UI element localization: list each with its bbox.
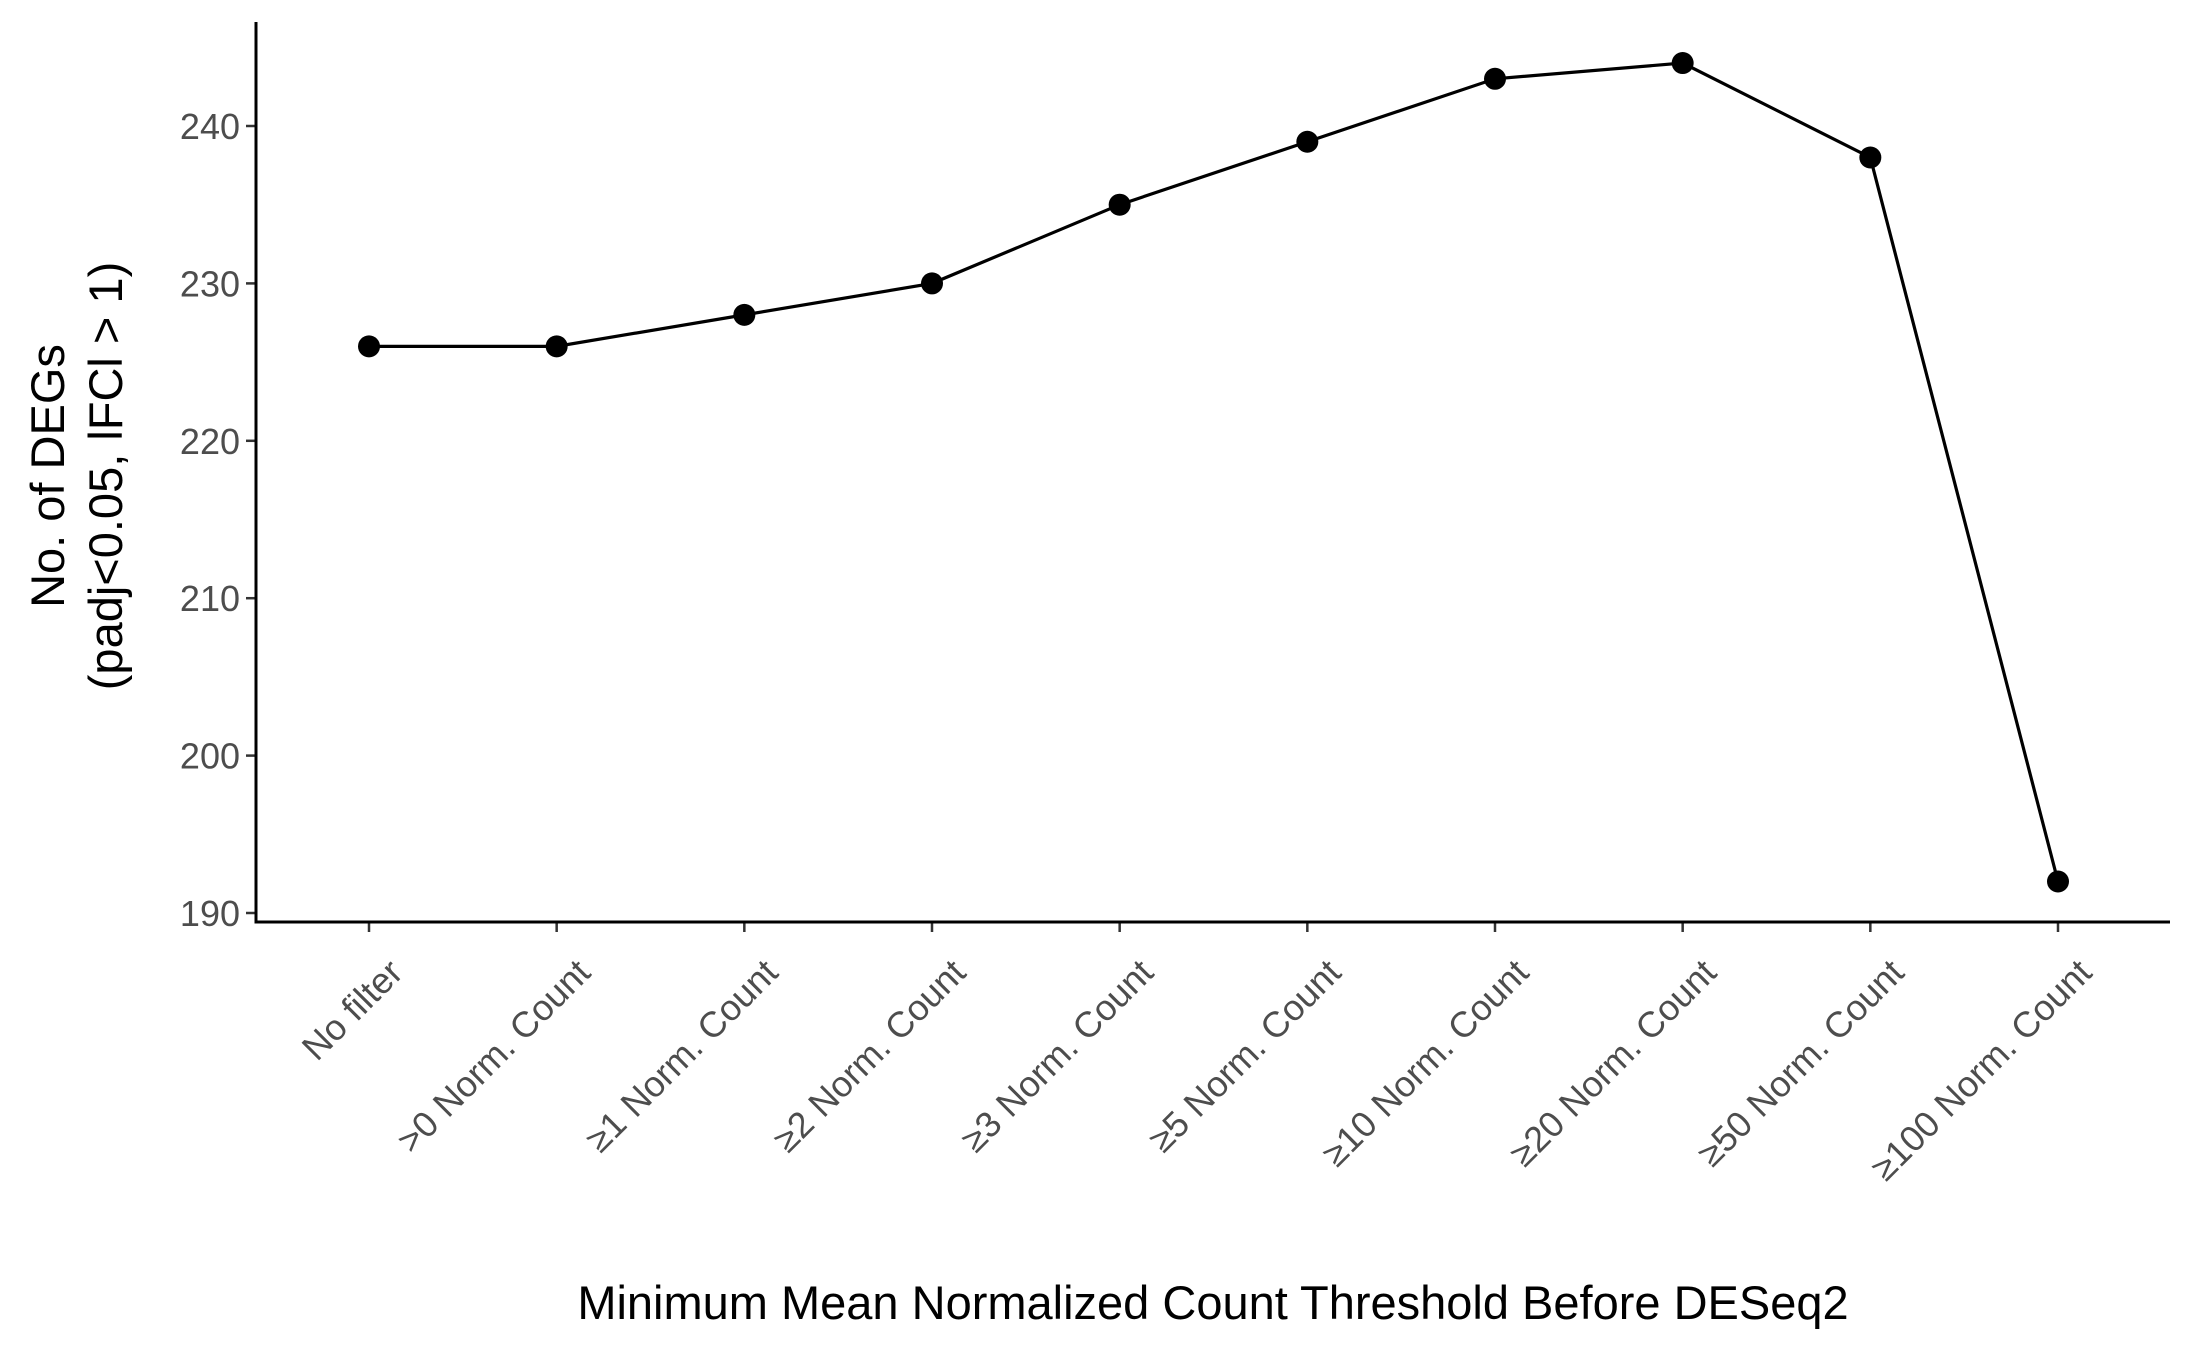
data-point [921,272,943,295]
x-tick-label: ≥50 Norm. Count [1689,951,1912,1174]
x-tick-label: ≥3 Norm. Count [952,951,1160,1159]
series-group [358,52,2069,893]
x-tick-label: ≥20 Norm. Count [1501,951,1724,1174]
data-point [1108,193,1131,216]
x-tick-label: No filter [294,951,411,1068]
data-point [1296,130,1319,153]
x-tick-label: ≥5 Norm. Count [1140,951,1348,1159]
y-tick-label: 210 [180,578,240,619]
data-point [733,303,756,326]
data-point [2047,870,2069,893]
y-axis-title-line-1: No. of DEGs [21,344,74,608]
x-tick-label: ≥10 Norm. Count [1314,951,1537,1174]
data-point [1859,146,1882,169]
data-point [1484,67,1506,90]
y-tick-label: 240 [180,106,240,147]
y-tick-label: 200 [180,736,240,777]
y-tick-label: 190 [180,893,240,934]
y-axis-ticks: 190 200 210 220 230 240 [180,106,256,934]
x-tick-label: ≥1 Norm. Count [577,951,785,1159]
x-tick-label: >0 Norm. Count [389,951,598,1160]
y-axis-title-line-2: (padj<0.05, lFCl > 1) [79,262,132,690]
data-point [545,335,568,358]
y-tick-label: 230 [180,263,240,304]
data-point [1671,52,1694,75]
x-axis-ticks: No filter>0 Norm. Count≥1 Norm. Count≥2 … [294,922,2099,1188]
series-line [369,61,2060,882]
x-tick-label: ≥2 Norm. Count [765,951,973,1159]
y-tick-label: 220 [180,421,240,462]
data-point [358,335,380,358]
x-axis-title: Minimum Mean Normalized Count Threshold … [577,1276,1848,1329]
